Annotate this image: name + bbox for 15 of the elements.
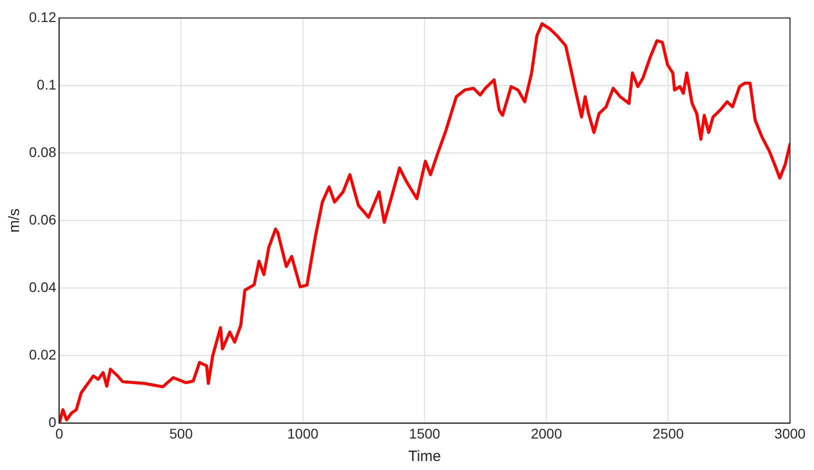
x-tick-label: 2000: [530, 425, 562, 442]
x-tick-label: 1000: [287, 425, 319, 442]
y-tick-label: 0.06: [29, 211, 56, 228]
y-tick-label: 0: [48, 414, 56, 430]
y-tick-label: 0.04: [29, 278, 56, 295]
y-tick-label: 0.02: [29, 346, 56, 363]
x-tick-label: 3000: [774, 425, 806, 442]
x-tick-label: 2500: [652, 425, 684, 442]
y-tick-label: 0.1: [36, 76, 56, 92]
x-tick-label: 500: [169, 425, 193, 442]
y-tick-label: 0.08: [29, 144, 56, 160]
x-tick-label: 1500: [409, 425, 440, 442]
x-axis-title: Time: [408, 448, 442, 466]
y-tick-label: 0.12: [29, 8, 56, 25]
y-axis-title: m/s: [6, 208, 24, 233]
